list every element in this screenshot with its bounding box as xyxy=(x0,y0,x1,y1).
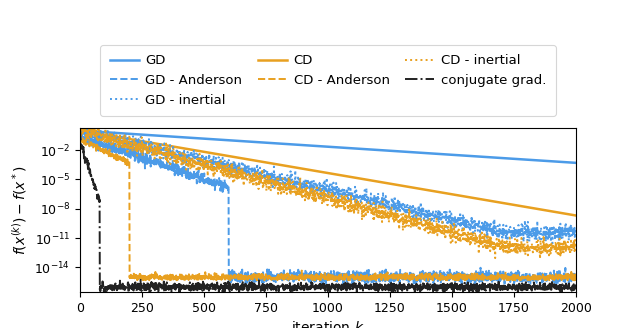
X-axis label: iteration $k$: iteration $k$ xyxy=(291,320,365,328)
CD - Anderson xyxy=(374,277,382,281)
CD - inertial xyxy=(120,147,128,151)
GD xyxy=(484,155,492,159)
GD xyxy=(260,141,268,145)
CD - Anderson xyxy=(120,159,128,163)
GD - Anderson xyxy=(87,140,95,144)
CD xyxy=(120,136,128,140)
Legend: GD, GD - Anderson, GD - inertial, CD, CD - Anderson, CD - inertial, conjugate gr: GD, GD - Anderson, GD - inertial, CD, CD… xyxy=(100,45,556,116)
conjugate grad. xyxy=(103,289,111,293)
Line: CD - Anderson: CD - Anderson xyxy=(80,131,576,280)
CD xyxy=(76,129,84,133)
CD - inertial xyxy=(260,177,268,181)
GD - Anderson xyxy=(260,274,268,278)
GD - inertial xyxy=(76,129,84,133)
GD - Anderson xyxy=(120,151,128,154)
CD - Anderson xyxy=(260,276,268,280)
GD - inertial xyxy=(103,138,111,142)
Y-axis label: $f(x^{(k)}) - f(x^*)$: $f(x^{(k)}) - f(x^*)$ xyxy=(10,165,29,255)
CD xyxy=(87,131,95,134)
Line: GD - inertial: GD - inertial xyxy=(80,122,576,243)
GD xyxy=(120,132,128,135)
Line: GD - Anderson: GD - Anderson xyxy=(80,129,576,284)
Line: GD: GD xyxy=(80,131,576,163)
GD xyxy=(103,130,111,134)
GD - Anderson xyxy=(76,127,84,131)
GD - inertial xyxy=(548,241,556,245)
GD - Anderson xyxy=(103,143,111,147)
Line: conjugate grad.: conjugate grad. xyxy=(80,128,576,295)
GD - inertial xyxy=(88,132,95,136)
CD - inertial xyxy=(88,135,95,139)
CD xyxy=(572,214,580,217)
conjugate grad. xyxy=(572,282,580,286)
CD xyxy=(103,133,111,137)
CD - inertial xyxy=(76,131,84,135)
conjugate grad. xyxy=(76,126,84,130)
CD - Anderson xyxy=(132,278,140,282)
conjugate grad. xyxy=(260,286,268,290)
GD - inertial xyxy=(120,141,128,145)
CD - inertial xyxy=(81,120,88,124)
CD - Anderson xyxy=(87,142,95,146)
GD - inertial xyxy=(484,223,492,227)
conjugate grad. xyxy=(87,173,95,177)
CD - inertial xyxy=(572,243,580,247)
GD xyxy=(87,129,95,133)
CD xyxy=(374,180,382,184)
conjugate grad. xyxy=(120,285,128,289)
CD xyxy=(260,160,268,164)
CD - Anderson xyxy=(484,274,492,278)
CD - inertial xyxy=(374,209,382,213)
GD - Anderson xyxy=(484,272,492,276)
CD - Anderson xyxy=(76,129,84,133)
GD - inertial xyxy=(374,197,382,201)
conjugate grad. xyxy=(374,283,382,287)
GD xyxy=(374,148,382,152)
GD - inertial xyxy=(87,120,95,124)
GD - inertial xyxy=(260,172,268,176)
GD - Anderson xyxy=(236,282,244,286)
GD - inertial xyxy=(572,234,580,238)
CD - inertial xyxy=(484,236,492,240)
CD xyxy=(484,198,492,202)
Line: CD - inertial: CD - inertial xyxy=(80,122,576,259)
CD - inertial xyxy=(103,134,111,138)
conjugate grad. xyxy=(514,293,522,297)
CD - Anderson xyxy=(103,149,111,153)
GD xyxy=(76,129,84,133)
Line: CD: CD xyxy=(80,131,576,215)
conjugate grad. xyxy=(484,283,492,287)
CD - inertial xyxy=(536,257,544,261)
GD xyxy=(572,161,580,165)
CD - Anderson xyxy=(572,275,580,279)
GD - Anderson xyxy=(572,277,580,281)
GD - Anderson xyxy=(374,274,382,277)
